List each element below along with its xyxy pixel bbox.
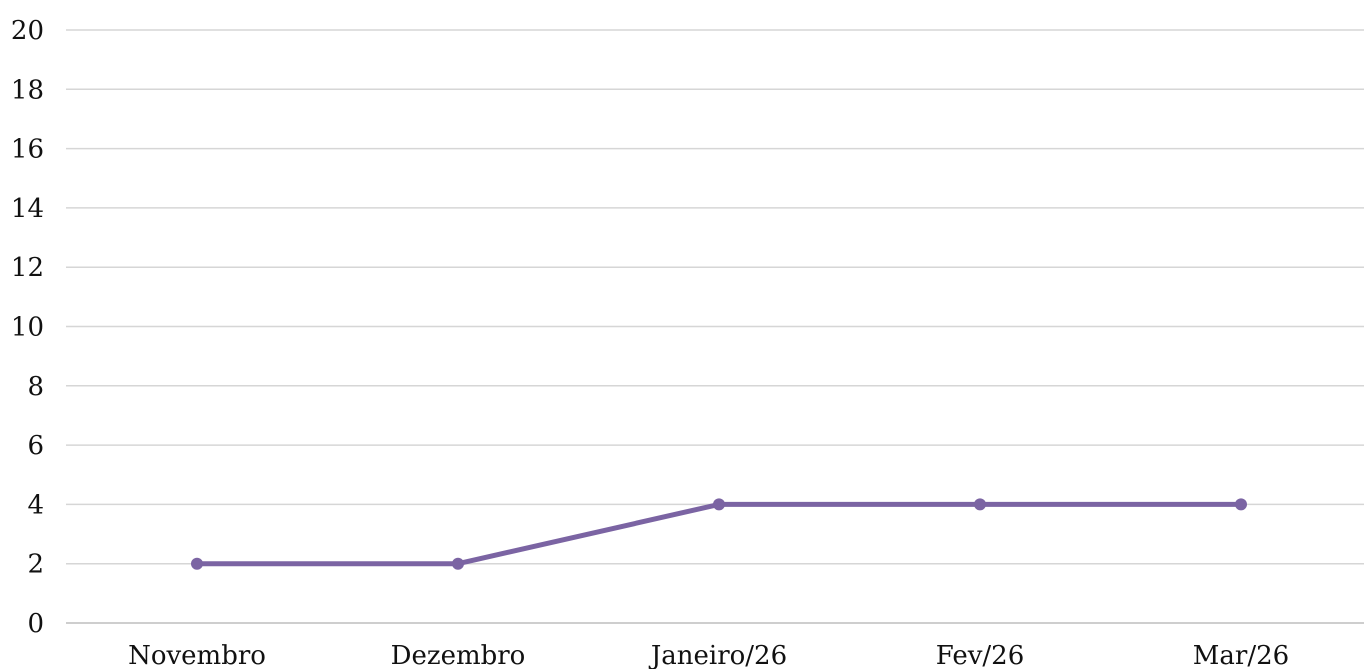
gridlines [66, 29, 1364, 624]
y-tick-label: 6 [27, 431, 44, 461]
y-tick-label: 2 [27, 550, 44, 580]
y-axis-tick-labels: 0 2 4 6 8 10 12 14 16 18 20 [11, 16, 44, 639]
series-line [194, 501, 1244, 567]
x-tick-label: Fev/26 [936, 641, 1025, 669]
x-tick-label: Janeiro/26 [648, 641, 787, 669]
y-tick-label: 10 [11, 313, 44, 343]
data-point-marker [974, 498, 986, 511]
y-tick-label: 14 [11, 194, 44, 224]
series-layer [191, 498, 1247, 570]
data-point-marker [191, 557, 203, 570]
data-point-marker [713, 498, 725, 511]
x-tick-label: Dezembro [391, 641, 526, 669]
data-point-marker [452, 557, 464, 570]
y-tick-label: 4 [27, 490, 44, 520]
x-tick-label: Novembro [128, 641, 266, 669]
y-tick-label: 18 [11, 75, 44, 105]
y-tick-label: 0 [27, 609, 44, 639]
y-tick-label: 12 [11, 253, 44, 283]
y-tick-label: 16 [11, 135, 44, 165]
y-tick-label: 20 [11, 16, 44, 46]
x-tick-label: Mar/26 [1193, 641, 1289, 669]
x-axis-tick-labels: Novembro Dezembro Janeiro/26 Fev/26 Mar/26 [128, 641, 1289, 669]
y-tick-label: 8 [27, 372, 44, 402]
data-point-marker [1235, 498, 1247, 511]
